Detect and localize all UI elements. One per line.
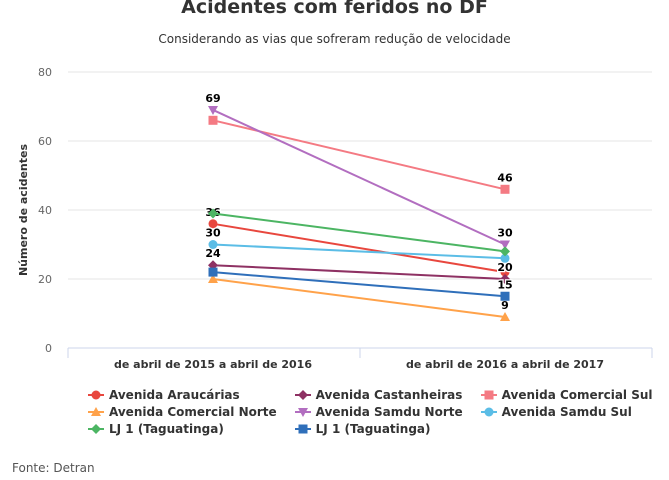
marker-diamond (297, 390, 308, 400)
marker-square (208, 267, 218, 277)
x-tick-label: de abril de 2016 a abril de 2017 (406, 358, 604, 371)
data-label: 24 (205, 247, 221, 260)
chart-subtitle: Considerando as vias que sofreram reduçã… (158, 32, 511, 46)
legend-item[interactable]: Avenida Comercial Sul (480, 388, 653, 402)
series-5: 30 (204, 225, 510, 263)
marker-square (298, 424, 308, 434)
marker-diamond (500, 274, 510, 284)
legend-label: Avenida Samdu Sul (501, 405, 632, 419)
legend-label: Avenida Samdu Norte (315, 405, 463, 419)
y-tick-label: 0 (45, 342, 52, 355)
y-tick-label: 60 (38, 135, 52, 148)
marker-circle (500, 253, 510, 263)
series-line (212, 109, 506, 246)
marker-square (500, 291, 510, 301)
marker-circle (500, 267, 510, 277)
y-tick-label: 80 (38, 66, 52, 79)
legend-symbol (88, 424, 104, 434)
marker-square (208, 115, 218, 125)
source-note: Fonte: Detran (12, 461, 95, 475)
legend-item[interactable]: Avenida Samdu Sul (480, 405, 653, 419)
series-line (212, 212, 506, 253)
legend-item[interactable]: Avenida Samdu Norte (294, 405, 463, 419)
legend-item[interactable]: LJ 1 (Taguatinga) (88, 422, 277, 436)
legend-symbol (88, 407, 104, 416)
marker-triangle (208, 274, 218, 283)
series-3: 9 (208, 274, 510, 321)
data-label: 15 (497, 278, 512, 291)
legend-symbol (88, 390, 104, 400)
data-label: 9 (501, 299, 509, 312)
marker-circle (208, 219, 218, 229)
marker-circle (91, 390, 101, 400)
marker-triangle-down (208, 105, 218, 115)
series-line (212, 278, 506, 318)
marker-circle (208, 240, 218, 249)
marker-square (484, 390, 494, 400)
marker-circle (484, 407, 494, 417)
data-label: 20 (497, 261, 513, 274)
marker-triangle-down (500, 240, 510, 250)
legend-symbol (480, 407, 497, 417)
series-6 (208, 208, 510, 257)
marker-square (500, 184, 510, 194)
series-4: 69 30 (204, 91, 514, 250)
legend-item[interactable]: Avenida Araucárias (88, 388, 277, 402)
series-2: 46 (208, 115, 514, 194)
series-line (212, 264, 506, 280)
marker-triangle (500, 311, 510, 321)
chart-title: Acidentes com feridos no DF (181, 0, 488, 18)
legend-symbol (294, 424, 311, 434)
legend-label: Avenida Comercial Norte (109, 405, 277, 419)
legend: Avenida Araucárias Avenida Castanheiras Av… (88, 388, 653, 436)
legend-symbol (294, 390, 311, 400)
marker-triangle (91, 407, 101, 416)
marker-diamond (91, 424, 101, 434)
legend-item[interactable]: Avenida Castanheiras (294, 388, 463, 402)
y-tick-label: 40 (38, 204, 52, 217)
legend-symbol (480, 390, 497, 400)
data-label: 69 (205, 92, 220, 105)
data-label: 30 (497, 227, 513, 240)
legend-label: Avenida Araucárias (109, 388, 240, 402)
legend-item[interactable]: Avenida Comercial Norte (88, 405, 277, 419)
series-line (212, 271, 506, 298)
marker-triangle-down (297, 408, 308, 417)
y-tick-label: 20 (38, 273, 52, 286)
marker-diamond (208, 208, 218, 219)
legend-symbol (294, 408, 311, 417)
legend-label: Avenida Castanheiras (315, 388, 463, 402)
legend-label: LJ 1 (Taguatinga) (315, 422, 431, 436)
legend-item[interactable]: LJ 1 (Taguatinga) (294, 422, 463, 436)
data-label: 46 (497, 171, 513, 184)
x-tick-label: de abril de 2015 a abril de 2016 (114, 358, 312, 371)
data-label: 30 (205, 227, 221, 240)
series-7: 15 (208, 267, 514, 301)
marker-diamond (500, 246, 510, 257)
series-line (212, 243, 506, 260)
legend-label: LJ 1 (Taguatinga) (109, 422, 224, 436)
legend-label: Avenida Comercial Sul (501, 388, 653, 402)
series-0: 36 (204, 205, 510, 277)
y-axis-label: Número de acidentes (17, 144, 30, 277)
series-line (212, 222, 506, 274)
